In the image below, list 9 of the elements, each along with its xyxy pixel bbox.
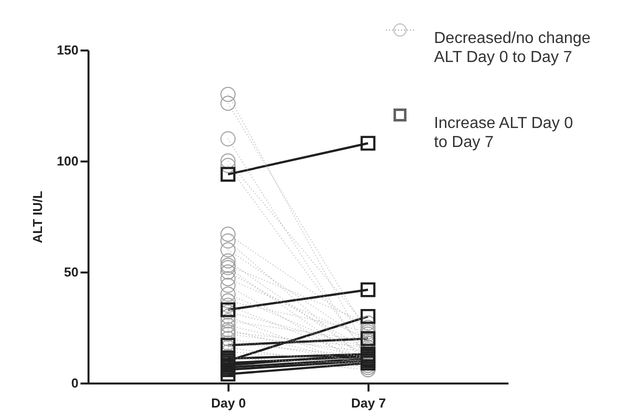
y-tick-label: 150 (56, 42, 78, 58)
x-tick-label: Day 0 (211, 396, 246, 410)
y-axis-title: ALT IU/L (30, 190, 45, 244)
y-tick-label: 50 (64, 264, 78, 280)
legend-label: Decreased/no change ALT Day 0 to Day 7 (434, 30, 591, 66)
legend-label: Increase ALT Day 0 to Day 7 (434, 115, 574, 151)
x-tick-label: Day 7 (351, 396, 386, 410)
y-tick-label: 0 (71, 376, 78, 390)
y-tick-label: 100 (56, 154, 78, 168)
